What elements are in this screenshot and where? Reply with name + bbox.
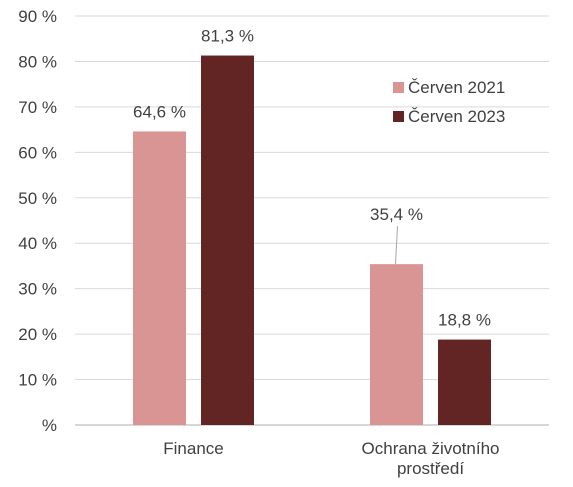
data-label: 64,6 % [133,102,186,121]
legend-label: Červen 2023 [408,107,505,126]
data-label: 35,4 % [370,205,423,224]
bar-series2-0 [201,55,254,425]
data-labels: 64,6 % 81,3 % 35,4 % 18,8 % [133,27,491,330]
bar-series1-1 [370,264,423,425]
bar-series2-1 [438,339,491,425]
y-tick-label: % [42,416,57,435]
y-tick-label: 50 % [18,189,57,208]
x-axis-category-labels: Finance Ochrana životního prostředí [163,439,499,478]
y-axis-tick-labels: % 10 % 20 % 30 % 40 % 50 % 60 % 70 % 80 % 90 % [18,7,57,435]
legend: Červen 2021 Červen 2023 [393,78,505,126]
bars [133,55,491,425]
data-label: 81,3 % [201,27,254,46]
legend-swatch [393,111,404,122]
y-tick-label: 10 % [18,371,57,390]
y-tick-label: 90 % [18,7,57,26]
y-tick-label: 30 % [18,280,57,299]
y-tick-label: 60 % [18,143,57,162]
legend-label: Červen 2021 [408,78,505,97]
y-tick-label: 40 % [18,234,57,253]
y-tick-label: 80 % [18,52,57,71]
x-category-label: Finance [163,439,223,458]
x-category-label: Ochrana životního prostředí [362,439,500,478]
legend-swatch [393,82,404,93]
data-label: 18,8 % [438,311,491,330]
data-label-leader-line [395,226,398,265]
y-tick-label: 20 % [18,325,57,344]
y-tick-label: 70 % [18,98,57,117]
bar-series1-0 [133,131,186,425]
